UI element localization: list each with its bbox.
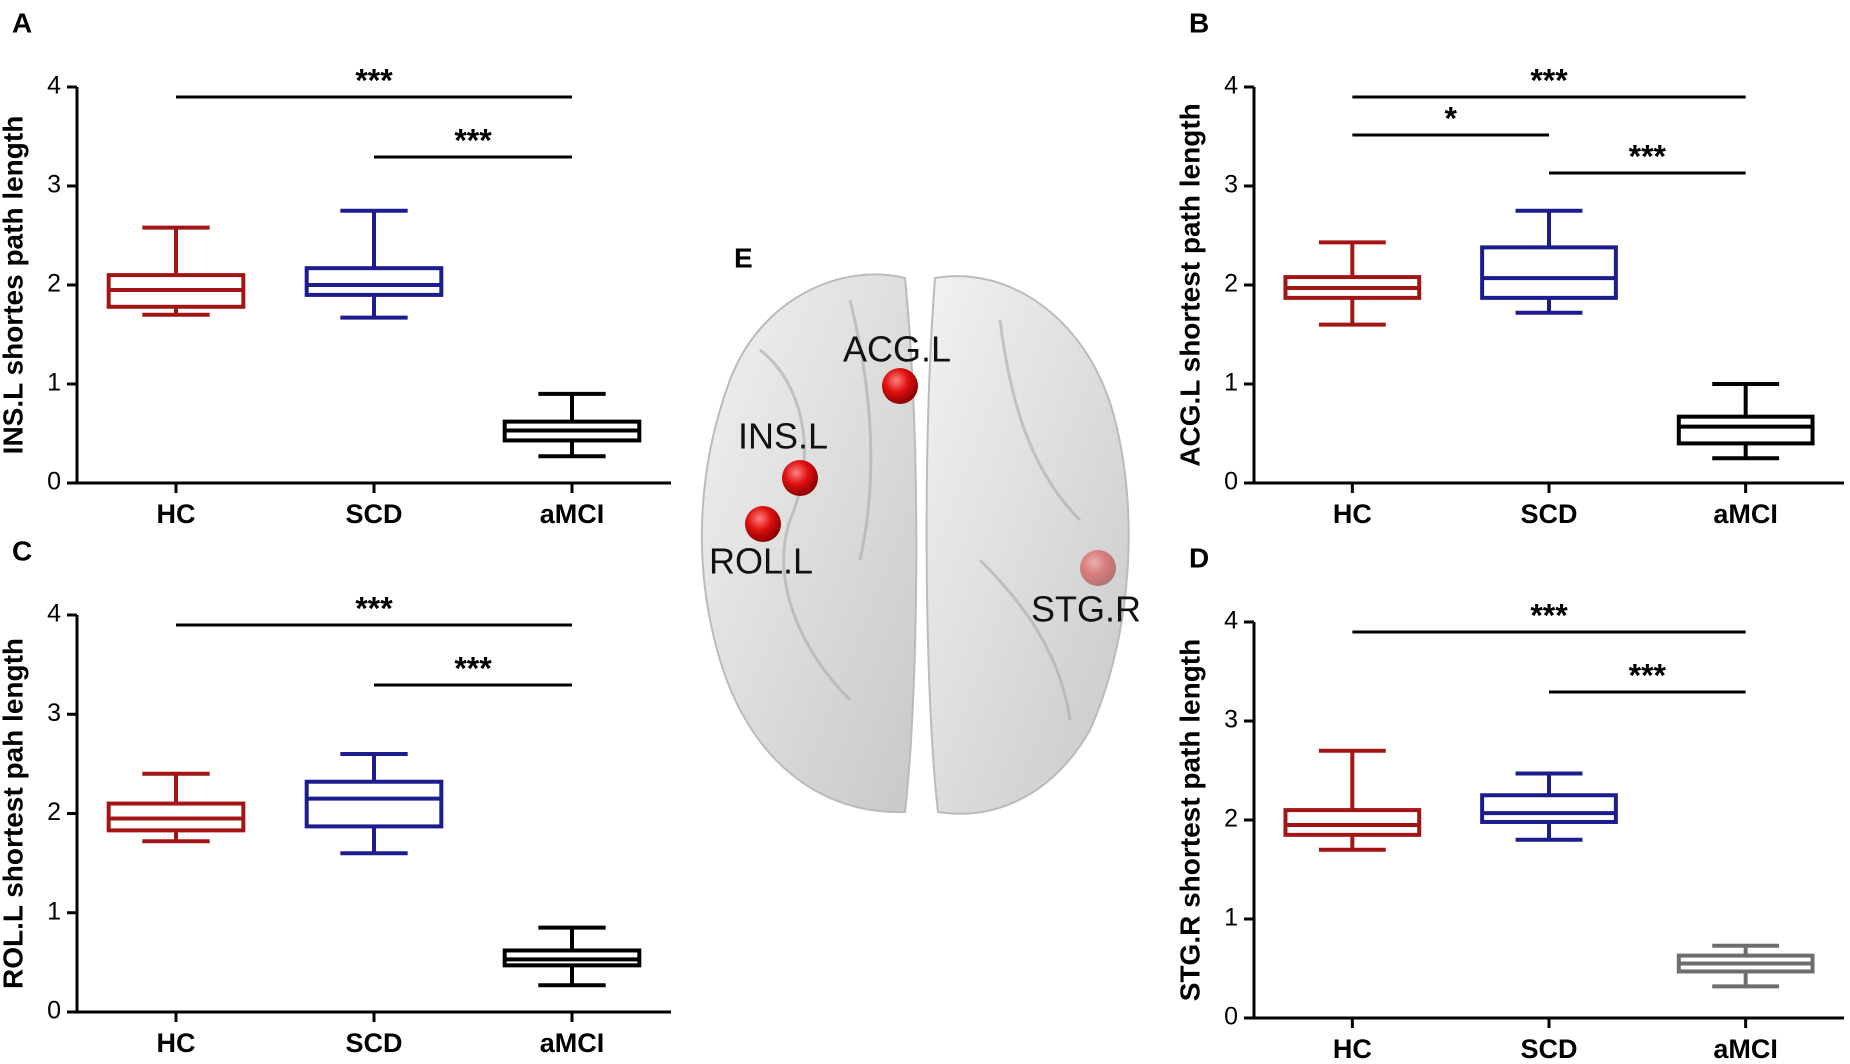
box [1283, 808, 1422, 837]
y-tick-label: 4 [1224, 72, 1238, 100]
y-tick-label: 4 [47, 72, 61, 100]
y-tick-label: 2 [1224, 270, 1238, 298]
left-hemisphere [700, 273, 918, 814]
y-tick-label: 2 [47, 798, 61, 826]
significance-label: *** [1629, 138, 1667, 174]
x-tick-label: SCD [1520, 1034, 1577, 1064]
significance-label: *** [1530, 597, 1568, 633]
panel-label: E [734, 242, 753, 273]
y-axis-title: ACG.L shortest path length [1174, 103, 1205, 467]
x-tick-label: aMCI [1713, 1034, 1778, 1064]
y-axis-title: ROL.L shortest pah length [0, 638, 28, 989]
region-node [745, 506, 781, 542]
region-node [1080, 550, 1116, 586]
y-tick-label: 1 [1224, 369, 1238, 397]
significance-label: *** [355, 590, 393, 626]
brain [700, 273, 1130, 815]
significance-label: * [1444, 100, 1457, 136]
significance-label: *** [1629, 657, 1667, 693]
y-tick-label: 2 [1224, 805, 1238, 833]
significance-label: *** [454, 122, 492, 158]
x-tick-label: aMCI [540, 1028, 605, 1058]
significance-label: *** [1530, 62, 1568, 98]
box [1676, 414, 1815, 446]
y-axis-title: STG.R shortest path length [1174, 639, 1205, 1001]
x-tick-label: SCD [1520, 499, 1577, 529]
y-tick-label: 0 [1224, 1003, 1238, 1031]
panel-label: A [12, 7, 32, 38]
x-tick-label: HC [157, 1028, 196, 1058]
y-tick-label: 3 [47, 171, 61, 199]
y-tick-label: 1 [1224, 904, 1238, 932]
y-tick-label: 1 [47, 369, 61, 397]
x-tick-label: SCD [345, 1028, 402, 1058]
y-tick-label: 0 [47, 468, 61, 496]
box [304, 779, 444, 829]
y-tick-label: 3 [1224, 171, 1238, 199]
box [1480, 793, 1618, 824]
y-axis-title: INS.L shortes path length [0, 116, 28, 455]
y-tick-label: 2 [47, 270, 61, 298]
region-node [882, 368, 918, 404]
x-tick-label: HC [1333, 499, 1372, 529]
region-label: ACG.L [843, 329, 951, 370]
y-tick-label: 4 [1224, 607, 1238, 635]
x-tick-label: SCD [345, 499, 402, 529]
region-label: ROL.L [709, 541, 813, 582]
x-tick-label: HC [157, 499, 196, 529]
region-label: STG.R [1031, 589, 1141, 630]
region-node [782, 460, 818, 496]
region-label: INS.L [738, 416, 828, 457]
y-tick-label: 1 [47, 897, 61, 925]
x-tick-label: aMCI [1713, 499, 1778, 529]
y-tick-label: 0 [47, 997, 61, 1025]
right-hemisphere [925, 275, 1130, 815]
panel-label: D [1189, 542, 1209, 573]
y-tick-label: 3 [1224, 706, 1238, 734]
box [1480, 245, 1618, 300]
significance-label: *** [355, 62, 393, 98]
panel-label: C [12, 535, 32, 566]
box [304, 266, 444, 297]
y-tick-label: 4 [47, 600, 61, 628]
significance-label: *** [454, 650, 492, 686]
panel-label: B [1189, 7, 1209, 38]
x-tick-label: HC [1333, 1034, 1372, 1064]
y-tick-label: 0 [1224, 468, 1238, 496]
y-tick-label: 3 [47, 699, 61, 727]
sulci [759, 299, 1082, 721]
x-tick-label: aMCI [540, 499, 605, 529]
